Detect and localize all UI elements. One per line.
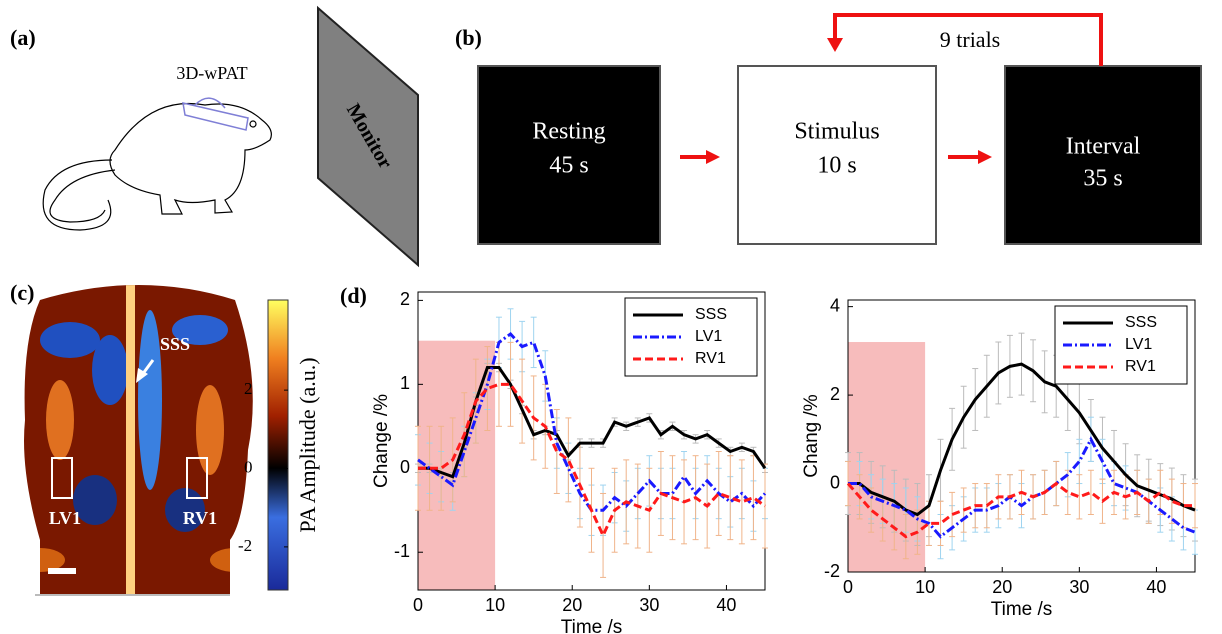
roi-box xyxy=(51,457,73,499)
y-tick-label: 4 xyxy=(830,295,840,315)
roi-arrow xyxy=(136,359,155,383)
colorbar-tick-label: 0 xyxy=(244,457,253,476)
x-tick-label: 40 xyxy=(716,595,736,615)
step-duration: 10 s xyxy=(817,153,856,179)
step-duration: 35 s xyxy=(1083,166,1122,192)
roi-label: LV1 xyxy=(49,508,81,528)
step-name: Stimulus xyxy=(794,119,879,145)
y-tick-label: 0 xyxy=(830,472,840,492)
legend-box xyxy=(1054,305,1188,385)
y-tick-label: -2 xyxy=(824,561,840,581)
y-tick-label: 2 xyxy=(830,384,840,404)
legend-label: RV1 xyxy=(695,350,726,367)
panel-label: (d) xyxy=(340,283,367,308)
device-label: 3D-wPAT xyxy=(176,63,247,83)
x-tick-label: 0 xyxy=(843,577,853,597)
x-tick-label: 10 xyxy=(915,577,935,597)
y-tick-label: 0 xyxy=(400,457,410,477)
panel-label: (c) xyxy=(10,280,34,305)
step-name: Resting xyxy=(532,119,605,145)
legend-label: SSS xyxy=(1125,314,1157,331)
colorbar xyxy=(267,299,289,591)
x-tick-label: 30 xyxy=(639,595,659,615)
step-duration: 45 s xyxy=(549,153,588,179)
x-axis-label: Time /s xyxy=(561,617,623,634)
x-tick-label: 20 xyxy=(992,577,1012,597)
legend-label: SSS xyxy=(695,306,727,323)
protocol-box xyxy=(737,65,937,245)
colorbar-tick-label: 2 xyxy=(244,379,253,398)
roi-label: SSS xyxy=(160,334,190,354)
y-axis-label: Change /% xyxy=(371,394,392,488)
colorbar-label: PA Amplitude (a.u.) xyxy=(295,357,320,532)
y-axis-label: Chang /% xyxy=(801,394,822,478)
series-line xyxy=(418,382,766,540)
x-tick-label: 20 xyxy=(562,595,582,615)
roi-box xyxy=(186,457,208,499)
colorbar-tick-label: -2 xyxy=(238,536,252,555)
loop-label: 9 trials xyxy=(940,27,1001,52)
legend-label: RV1 xyxy=(1125,358,1156,375)
scale-bar xyxy=(48,568,76,574)
protocol-box xyxy=(477,65,661,245)
flow-arrows xyxy=(680,13,1103,164)
y-tick-label: 2 xyxy=(400,289,410,309)
legend-box xyxy=(624,297,758,377)
legend-label: LV1 xyxy=(695,328,722,345)
y-tick-label: 1 xyxy=(400,373,410,393)
x-tick-label: 30 xyxy=(1069,577,1089,597)
x-axis-label: Time /s xyxy=(991,599,1053,620)
step-name: Interval xyxy=(1066,134,1141,160)
panel-label: (b) xyxy=(455,25,482,50)
x-tick-label: 40 xyxy=(1146,577,1166,597)
panel-label: (a) xyxy=(10,25,36,50)
rat-drawing xyxy=(42,102,272,231)
pa-image xyxy=(24,285,253,595)
x-tick-label: 10 xyxy=(485,595,505,615)
legend-label: LV1 xyxy=(1125,336,1152,353)
x-tick-label: 0 xyxy=(413,595,423,615)
series-line xyxy=(846,481,1195,539)
series-line xyxy=(848,362,1196,517)
monitor-icon xyxy=(317,5,419,268)
axes-frame xyxy=(847,299,1196,573)
device-icon xyxy=(182,97,249,131)
y-tick-label: -1 xyxy=(394,541,410,561)
roi-label: RV1 xyxy=(183,508,217,528)
